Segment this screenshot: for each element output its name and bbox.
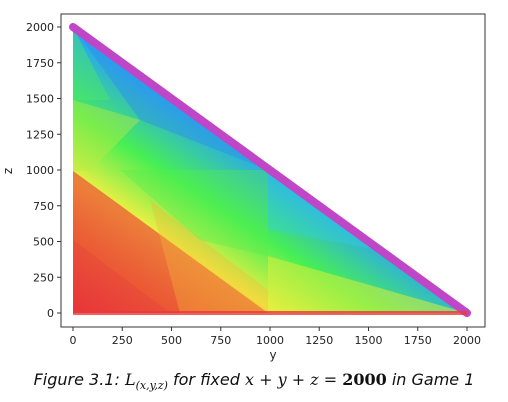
- x-tick-label: 0: [70, 334, 77, 347]
- y-tick-label: 1250: [26, 128, 54, 141]
- caption-symbol: L: [124, 370, 136, 389]
- facet-green-mid: [120, 170, 268, 256]
- y-tick-label: 500: [33, 236, 54, 249]
- x-tick-label: 1250: [305, 334, 333, 347]
- facet-green-upper-left: [73, 27, 110, 100]
- facet-yellow: [150, 200, 268, 313]
- y-axis-ticks: 0 250 500 750 1000 1250 1500 1750 2000: [26, 21, 61, 320]
- caption-total: 2000: [342, 370, 387, 389]
- facet-lime-left: [73, 100, 140, 171]
- y-tick-label: 1000: [26, 164, 54, 177]
- x-tick-label: 2000: [453, 334, 481, 347]
- x-tick-label: 1500: [355, 334, 383, 347]
- caption-expression: x + y + z =: [244, 370, 343, 389]
- y-tick-label: 0: [47, 307, 54, 320]
- x-tick-label: 1000: [256, 334, 284, 347]
- x-tick-label: 250: [112, 334, 133, 347]
- y-axis-label: z: [1, 168, 15, 174]
- boundary-line: [69, 23, 471, 317]
- x-tick-label: 750: [210, 334, 231, 347]
- y-tick-label: 750: [33, 200, 54, 213]
- facet-red-left: [73, 171, 268, 313]
- x-axis-label: y: [269, 348, 276, 362]
- figure-caption: Figure 3.1: L(x,y,z) for fixed x + y + z…: [33, 370, 475, 393]
- y-tick-label: 1750: [26, 57, 54, 70]
- facet-yellow-band: [268, 256, 467, 313]
- facet-orange: [73, 171, 268, 313]
- y-tick-label: 250: [33, 271, 54, 284]
- x-tick-label: 1750: [404, 334, 432, 347]
- y-tick-label: 1500: [26, 93, 54, 106]
- x-axis-ticks: 0 250 500 750 1000 1250 1500 1750 2000: [70, 327, 481, 347]
- caption-subscript: (x,y,z): [135, 379, 168, 393]
- y-tick-label: 2000: [26, 21, 54, 34]
- x-tick-label: 500: [161, 334, 182, 347]
